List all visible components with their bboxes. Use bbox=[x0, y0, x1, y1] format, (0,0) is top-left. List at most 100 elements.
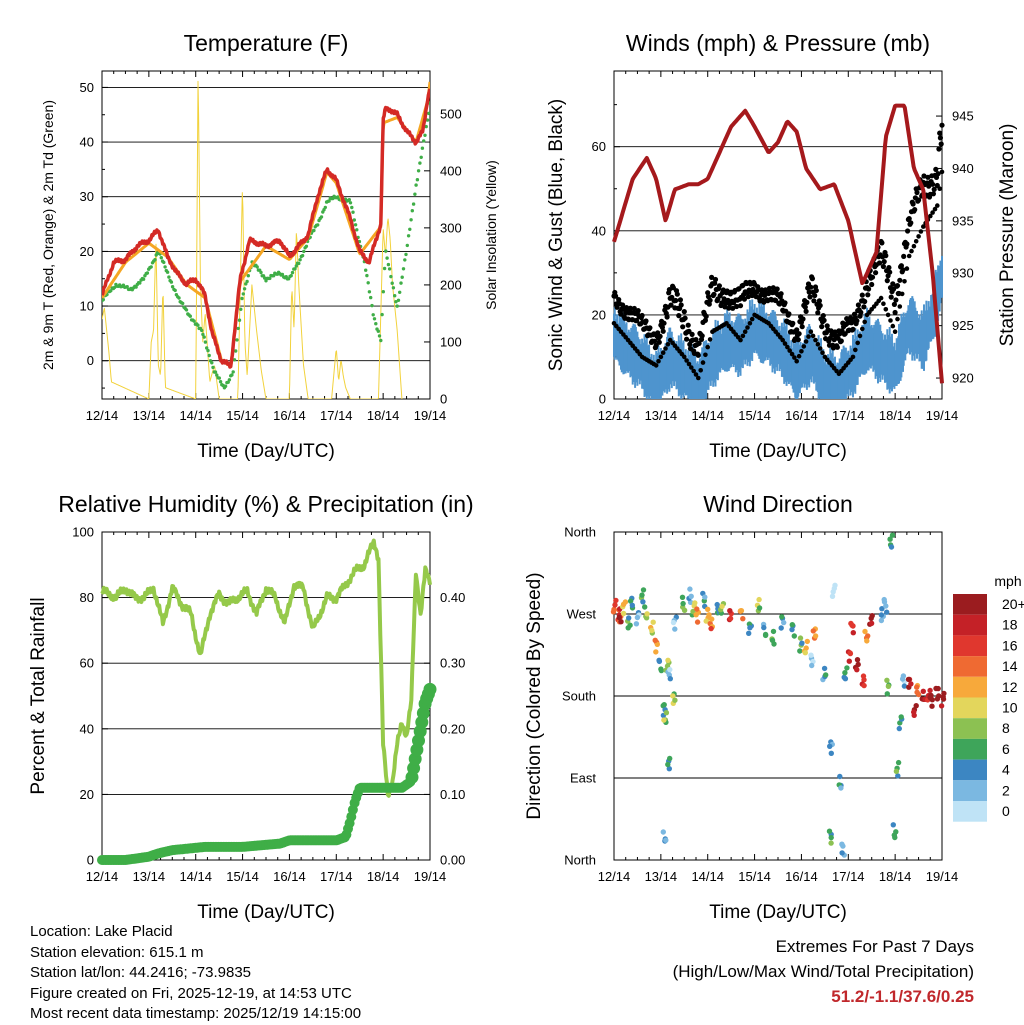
direction-point bbox=[889, 532, 896, 538]
data-point bbox=[280, 272, 285, 277]
gust-point bbox=[819, 324, 825, 330]
x-tick-label: 17/14 bbox=[832, 408, 865, 423]
direction-point bbox=[762, 632, 769, 639]
y-tick-label: South bbox=[562, 689, 596, 704]
y-right-tick-label: 935 bbox=[952, 213, 974, 228]
colorbar-label: 16 bbox=[1002, 637, 1018, 653]
gust-point bbox=[709, 274, 715, 280]
series-line-relative-humidity bbox=[100, 538, 432, 798]
data-point bbox=[215, 373, 219, 377]
data-point bbox=[312, 228, 316, 233]
direction-point bbox=[888, 544, 895, 550]
direction-point bbox=[656, 658, 663, 665]
data-point bbox=[241, 292, 245, 296]
gust-point bbox=[682, 354, 687, 360]
direction-point bbox=[705, 606, 711, 612]
gust-point bbox=[854, 318, 860, 324]
direction-point bbox=[694, 606, 700, 612]
gust-point bbox=[904, 266, 910, 271]
gust-point bbox=[817, 346, 823, 351]
gust-point bbox=[780, 337, 785, 343]
direction-point bbox=[665, 761, 671, 768]
gust-point bbox=[802, 304, 808, 310]
data-point bbox=[391, 286, 396, 290]
gust-point bbox=[685, 322, 691, 328]
direction-point bbox=[846, 658, 852, 664]
data-point bbox=[350, 205, 354, 210]
data-point bbox=[231, 370, 235, 374]
gust-point bbox=[904, 241, 910, 247]
gust-point bbox=[930, 181, 936, 187]
direction-point bbox=[849, 622, 855, 628]
data-point bbox=[395, 304, 399, 308]
x-axis-label: Time (Day/UTC) bbox=[709, 441, 847, 462]
data-point bbox=[159, 256, 163, 260]
gust-point bbox=[774, 286, 780, 292]
direction-point bbox=[862, 628, 868, 635]
gust-point bbox=[883, 253, 889, 259]
colorbar-label: 12 bbox=[1002, 679, 1018, 695]
gust-point bbox=[747, 321, 753, 326]
direction-point bbox=[901, 683, 908, 689]
data-point bbox=[297, 261, 301, 266]
x-tick-label: 14/14 bbox=[179, 869, 212, 884]
colorbar: mph 20+ 18 16 14 12 10 8 6 4 2 0 bbox=[953, 573, 1024, 822]
direction-point bbox=[688, 593, 694, 599]
direction-point bbox=[827, 743, 833, 749]
gust-point bbox=[876, 260, 883, 266]
direction-point bbox=[644, 611, 650, 617]
data-point bbox=[400, 275, 404, 279]
x-tick-label: 18/14 bbox=[879, 408, 912, 423]
direction-point bbox=[879, 606, 885, 612]
gust-point bbox=[815, 342, 821, 347]
y-left-tick-label: 0 bbox=[599, 392, 606, 407]
x-tick-label: 14/14 bbox=[179, 408, 212, 423]
data-point bbox=[196, 323, 200, 327]
gust-point bbox=[705, 290, 711, 296]
data-point bbox=[188, 314, 192, 318]
x-tick-label: 12/14 bbox=[598, 869, 631, 884]
gust-point bbox=[810, 333, 816, 339]
gust-point bbox=[933, 166, 939, 172]
data-point bbox=[336, 195, 340, 199]
direction-point bbox=[878, 612, 885, 618]
y-left-tick-label: 10 bbox=[80, 299, 94, 314]
gust-point bbox=[939, 169, 945, 175]
data-point bbox=[163, 265, 167, 269]
gust-point bbox=[857, 333, 863, 339]
data-point bbox=[377, 334, 382, 338]
gust-point bbox=[613, 293, 619, 299]
direction-point bbox=[652, 637, 658, 643]
direction-point bbox=[672, 697, 678, 703]
direction-point bbox=[640, 599, 646, 605]
gust-point bbox=[926, 183, 932, 189]
data-point bbox=[232, 358, 237, 362]
data-point bbox=[419, 155, 423, 159]
y-left-tick-label: 30 bbox=[80, 189, 94, 204]
chart-title: Winds (mph) & Pressure (mb) bbox=[626, 30, 930, 56]
y-right-tick-label: 400 bbox=[440, 163, 462, 178]
data-point bbox=[381, 290, 385, 294]
x-tick-label: 19/14 bbox=[926, 869, 959, 884]
data-point bbox=[293, 267, 297, 271]
gust-point bbox=[786, 311, 792, 317]
gust-point bbox=[886, 265, 892, 271]
direction-point bbox=[719, 603, 725, 610]
gust-point bbox=[711, 291, 717, 297]
direction-point bbox=[804, 638, 810, 645]
gust-point bbox=[930, 191, 937, 197]
gust-point bbox=[873, 270, 879, 276]
direction-point bbox=[884, 691, 890, 697]
x-tick-label: 17/14 bbox=[320, 408, 353, 423]
data-point bbox=[206, 348, 210, 353]
gust-point bbox=[703, 352, 708, 358]
data-point bbox=[259, 270, 263, 275]
direction-point bbox=[797, 635, 804, 641]
direction-point bbox=[797, 648, 803, 654]
direction-point bbox=[670, 693, 676, 699]
direction-point bbox=[868, 615, 874, 621]
y-left-tick-label: 80 bbox=[80, 590, 94, 605]
gust-point bbox=[939, 122, 945, 128]
gust-point bbox=[869, 281, 875, 288]
gust-point bbox=[817, 302, 823, 309]
